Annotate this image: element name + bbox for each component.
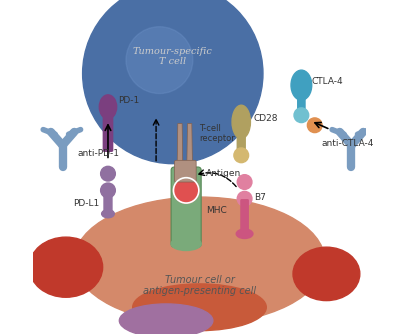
Ellipse shape <box>232 105 251 139</box>
FancyBboxPatch shape <box>297 91 306 117</box>
Polygon shape <box>177 124 183 167</box>
FancyBboxPatch shape <box>103 189 113 215</box>
Ellipse shape <box>291 70 312 100</box>
Ellipse shape <box>236 229 253 238</box>
Text: MHC: MHC <box>206 206 227 215</box>
Circle shape <box>126 27 193 94</box>
Text: CD28: CD28 <box>254 114 278 123</box>
Ellipse shape <box>74 197 325 324</box>
FancyBboxPatch shape <box>174 160 196 182</box>
Ellipse shape <box>119 304 213 334</box>
Text: T-cell
receptor: T-cell receptor <box>200 124 235 143</box>
Circle shape <box>101 166 115 181</box>
Circle shape <box>174 178 199 203</box>
FancyBboxPatch shape <box>240 199 249 235</box>
Text: CTLA-4: CTLA-4 <box>311 77 343 86</box>
Text: Antigen: Antigen <box>206 169 241 178</box>
Ellipse shape <box>99 95 117 119</box>
Text: PD-1: PD-1 <box>118 96 139 105</box>
Text: B7: B7 <box>255 193 267 201</box>
Ellipse shape <box>293 247 360 301</box>
Circle shape <box>294 108 309 123</box>
FancyBboxPatch shape <box>171 167 201 247</box>
FancyBboxPatch shape <box>237 131 246 157</box>
Circle shape <box>237 191 252 206</box>
Text: anti-CTLA-4: anti-CTLA-4 <box>322 139 374 148</box>
Ellipse shape <box>102 210 115 218</box>
Text: anti-PD-1: anti-PD-1 <box>77 149 120 158</box>
Circle shape <box>83 0 263 164</box>
Circle shape <box>234 148 249 163</box>
Text: PD-L1: PD-L1 <box>73 199 99 208</box>
Ellipse shape <box>133 284 266 331</box>
Ellipse shape <box>29 237 103 297</box>
Circle shape <box>237 175 252 189</box>
Circle shape <box>101 183 115 198</box>
Polygon shape <box>187 124 192 167</box>
Ellipse shape <box>171 237 201 250</box>
Text: Tumour-specific
T cell: Tumour-specific T cell <box>133 47 213 66</box>
Text: Tumour cell or
antigen-presenting cell: Tumour cell or antigen-presenting cell <box>143 275 256 296</box>
Circle shape <box>307 118 322 133</box>
FancyBboxPatch shape <box>103 115 113 152</box>
